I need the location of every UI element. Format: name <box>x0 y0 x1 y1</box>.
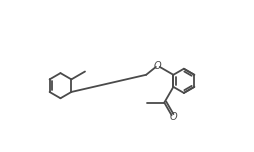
Text: O: O <box>154 61 162 71</box>
Text: O: O <box>170 112 177 122</box>
